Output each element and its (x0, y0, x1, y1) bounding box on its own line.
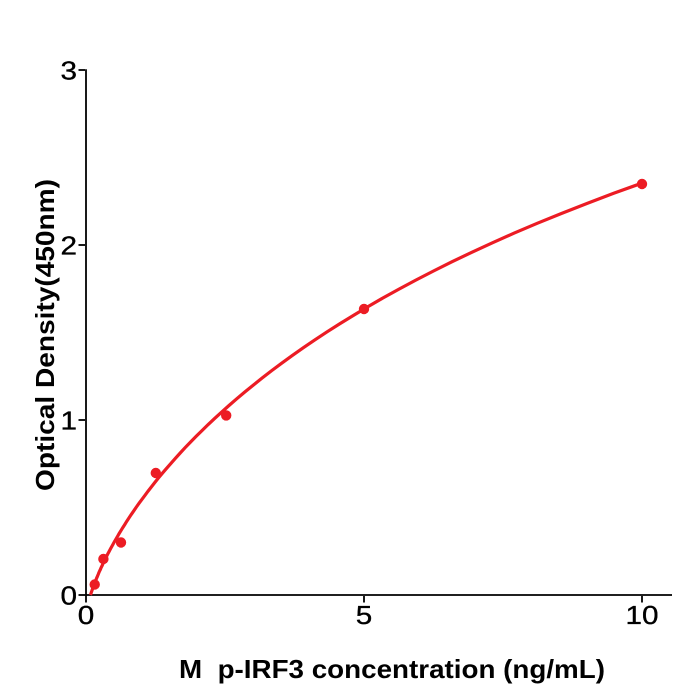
svg-text:M p-IRF3 concentration (ng/mL: M p-IRF3 concentration (ng/mL) (179, 654, 605, 684)
svg-text:1: 1 (61, 406, 78, 436)
svg-text:0: 0 (61, 581, 78, 611)
svg-text:10: 10 (626, 600, 659, 630)
svg-text:2: 2 (61, 231, 78, 261)
svg-text:3: 3 (61, 56, 78, 86)
svg-text:0: 0 (78, 600, 95, 630)
svg-text:5: 5 (356, 600, 373, 630)
svg-text:Optical Density(450nm): Optical Density(450nm) (30, 179, 60, 491)
